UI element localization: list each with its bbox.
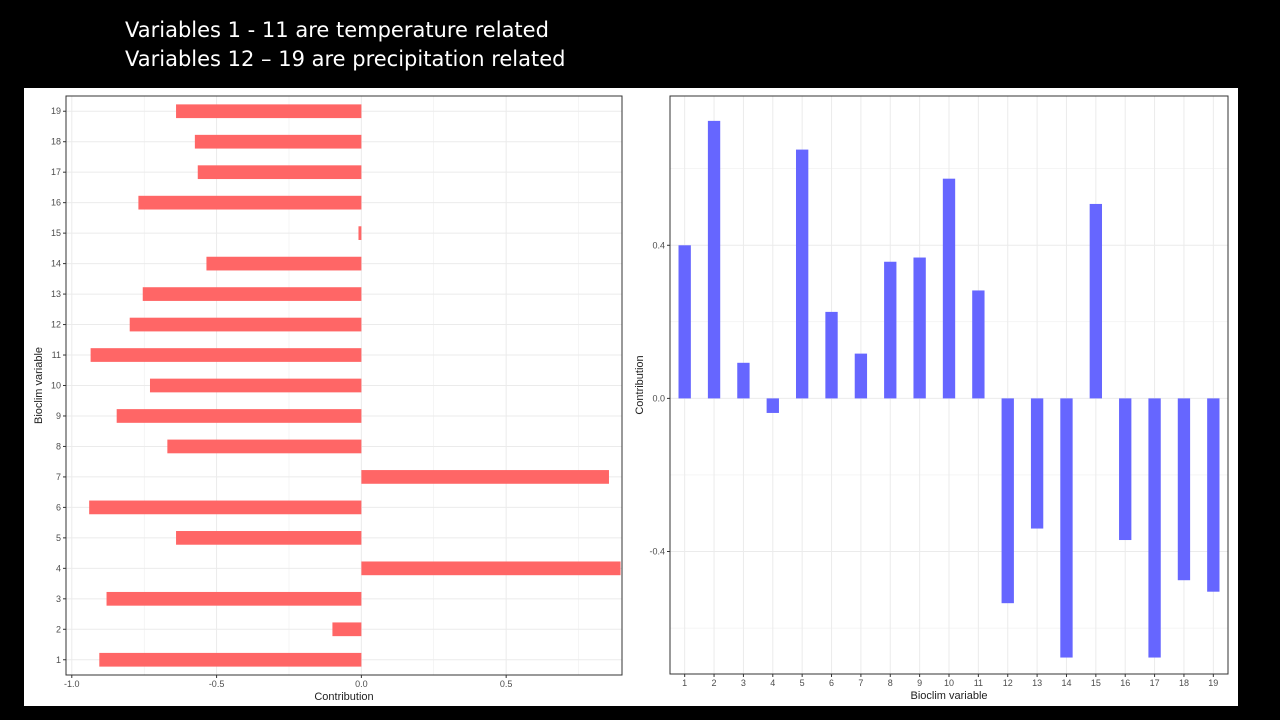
x-tick-label: 13 — [1032, 678, 1042, 688]
y-axis-label: Contribution — [634, 355, 646, 414]
bar-15 — [1089, 203, 1103, 399]
x-tick-label: 10 — [944, 678, 954, 688]
bar-16 — [138, 195, 362, 210]
bar-5 — [795, 149, 809, 399]
bar-8 — [884, 261, 897, 399]
bar-1 — [99, 652, 362, 667]
x-tick-label: 4 — [770, 678, 775, 688]
x-tick-label: 1 — [682, 678, 687, 688]
bar-13 — [142, 287, 362, 301]
x-tick-label: 2 — [712, 678, 717, 688]
y-tick-label: 2 — [56, 624, 61, 634]
x-tick-label: 14 — [1061, 678, 1071, 688]
right-chart-panel: 1 2 3 4 5 6 7 8 9 10 11 12 13 14 15 16 17 18 19 -0.4 0.0 0.4 B… — [629, 88, 1238, 706]
y-tick-label: 0.4 — [652, 240, 665, 250]
y-tick-label: 0.0 — [652, 393, 665, 403]
y-tick-label: 15 — [51, 228, 61, 238]
y-tick-label: 3 — [56, 594, 61, 604]
x-axis-label: Bioclim variable — [910, 690, 987, 702]
bar-2 — [707, 120, 721, 399]
bar-7 — [854, 353, 868, 399]
y-tick-label: 6 — [56, 502, 61, 512]
bar-4 — [766, 398, 779, 413]
y-axis-label: Bioclim variable — [33, 347, 45, 424]
x-tick-label: 3 — [741, 678, 746, 688]
bar-10 — [149, 378, 362, 393]
y-tick-label: 4 — [56, 563, 61, 573]
x-tick-label: -0.5 — [209, 679, 225, 689]
bar-13 — [1030, 398, 1044, 529]
y-tick-label: 5 — [56, 533, 61, 543]
bar-6 — [89, 500, 362, 515]
y-tick-label: 17 — [51, 167, 61, 177]
y-tick-label: 14 — [51, 259, 61, 269]
header-line-1: Variables 1 - 11 are temperature related — [125, 18, 549, 42]
bar-18 — [194, 134, 362, 149]
bar-15 — [358, 226, 362, 240]
bar-7 — [361, 470, 609, 484]
bar-9 — [116, 409, 362, 423]
bar-17 — [1148, 398, 1161, 658]
bar-18 — [1177, 398, 1191, 581]
y-tick-label: 8 — [56, 441, 61, 451]
bar-11 — [972, 290, 985, 399]
x-tick-label: 17 — [1150, 678, 1160, 688]
x-tick-label: 0.0 — [355, 679, 368, 689]
right-bar-chart: 1 2 3 4 5 6 7 8 9 10 11 12 13 14 15 16 17 18 19-0.40.00.4B… — [634, 95, 1229, 702]
y-tick-label: 11 — [52, 350, 61, 360]
bar-4 — [361, 561, 621, 576]
bar-16 — [1119, 398, 1132, 541]
y-tick-label: 18 — [51, 137, 61, 147]
x-tick-label: 8 — [888, 678, 893, 688]
bar-11 — [90, 348, 362, 362]
x-tick-label: 6 — [829, 678, 834, 688]
y-tick-label: 16 — [51, 198, 61, 208]
x-tick-label: 16 — [1120, 678, 1130, 688]
x-tick-label: 5 — [800, 678, 805, 688]
left-chart-panel: 1 2 3 4 5 6 7 8 9 10 11 12 13 14 15 16 17 18 19 -1.0 -0.5 0.0… — [24, 88, 629, 706]
bar-12 — [129, 317, 362, 332]
y-tick-label: 9 — [56, 411, 61, 421]
header-line-2: Variables 12 – 19 are precipitation rela… — [125, 47, 566, 71]
x-tick-label: 19 — [1208, 678, 1218, 688]
y-tick-label: 10 — [51, 381, 61, 391]
bar-5 — [176, 531, 362, 545]
x-tick-label: 18 — [1179, 678, 1189, 688]
y-tick-label: 19 — [51, 106, 61, 116]
bar-2 — [332, 622, 362, 637]
x-tick-label: 7 — [858, 678, 863, 688]
x-tick-label: -1.0 — [64, 679, 80, 689]
bar-1 — [678, 245, 691, 399]
bar-6 — [825, 311, 838, 399]
x-tick-label: 12 — [1003, 678, 1013, 688]
bar-3 — [737, 362, 750, 399]
bar-17 — [197, 165, 362, 180]
bar-19 — [1207, 398, 1220, 592]
bar-9 — [913, 257, 926, 399]
x-tick-label: 9 — [917, 678, 922, 688]
x-axis-label: Contribution — [314, 691, 373, 703]
y-tick-label: 12 — [51, 320, 61, 330]
y-tick-label: -0.4 — [649, 547, 665, 557]
bar-12 — [1001, 398, 1014, 604]
bar-10 — [942, 178, 956, 399]
bar-8 — [167, 439, 362, 454]
bar-14 — [206, 256, 362, 271]
y-tick-label: 13 — [51, 289, 61, 299]
y-tick-label: 7 — [56, 472, 61, 482]
header-text: Variables 1 - 11 are temperature related… — [125, 16, 566, 74]
x-tick-label: 0.5 — [500, 679, 513, 689]
bar-14 — [1060, 398, 1073, 658]
x-tick-label: 15 — [1091, 678, 1101, 688]
bar-3 — [106, 591, 362, 606]
x-tick-label: 11 — [974, 678, 983, 688]
y-tick-label: 1 — [56, 655, 61, 665]
bar-19 — [176, 104, 362, 119]
